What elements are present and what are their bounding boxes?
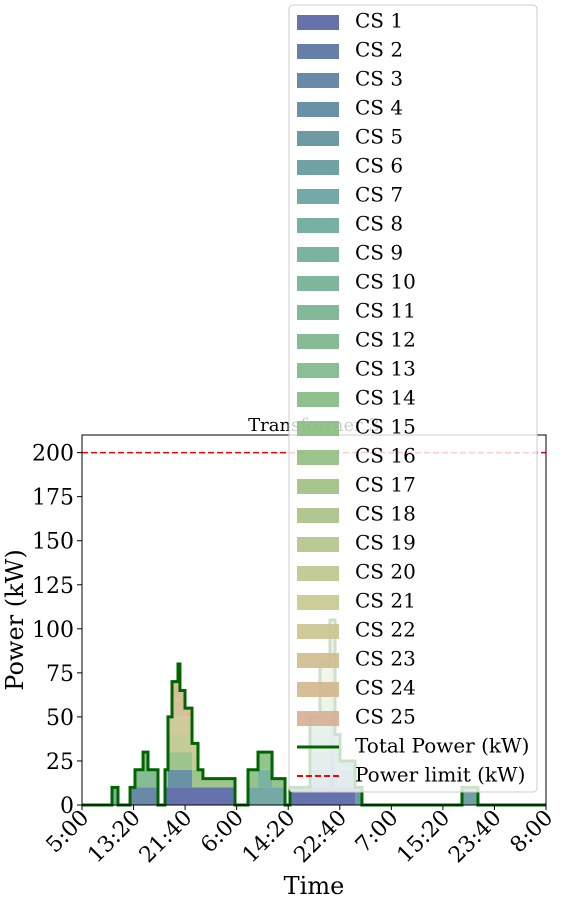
legend-swatch <box>297 537 339 552</box>
legend-swatch <box>297 102 339 117</box>
legend-label: CS 6 <box>355 154 403 178</box>
legend-label: CS 12 <box>355 328 416 352</box>
y-tick-label: 50 <box>46 706 74 731</box>
legend-swatch <box>297 276 339 291</box>
legend-swatch <box>297 682 339 697</box>
legend-label: CS 15 <box>355 415 416 439</box>
legend-swatch <box>297 218 339 233</box>
legend-swatch <box>297 44 339 59</box>
legend-label: CS 5 <box>355 125 403 149</box>
legend-label: CS 20 <box>355 560 416 584</box>
x-tick-label: 22:40 <box>290 806 353 869</box>
legend-label: CS 17 <box>355 473 416 497</box>
legend-label: CS 10 <box>355 270 416 294</box>
legend-swatch <box>297 160 339 175</box>
legend-swatch <box>297 247 339 262</box>
x-tick-label: 23:40 <box>444 806 507 869</box>
legend-label: CS 24 <box>355 676 416 700</box>
legend-swatch <box>297 624 339 639</box>
y-tick-label: 0 <box>60 794 74 819</box>
legend-label: CS 21 <box>355 589 416 613</box>
stacked-area <box>82 620 546 805</box>
legend-label: CS 4 <box>355 96 403 120</box>
legend-swatch <box>297 305 339 320</box>
legend-label: Total Power (kW) <box>355 734 529 758</box>
legend-swatch <box>297 566 339 581</box>
legend-swatch <box>297 73 339 88</box>
y-tick-label: 25 <box>46 750 74 775</box>
legend-label: CS 13 <box>355 357 416 381</box>
stacked-area <box>82 760 546 805</box>
legend-swatch <box>297 189 339 204</box>
legend-label: CS 11 <box>355 299 416 323</box>
legend-label: CS 18 <box>355 502 416 526</box>
x-tick-label: 8:00 <box>506 806 559 859</box>
legend-swatch <box>297 450 339 465</box>
x-axis-label: Time <box>284 872 345 900</box>
legend-swatch <box>297 479 339 494</box>
y-tick-label: 75 <box>46 662 74 687</box>
legend-label: CS 8 <box>355 212 403 236</box>
y-axis-label: Power (kW) <box>1 549 29 690</box>
legend-swatch <box>297 653 339 668</box>
y-tick-label: 100 <box>32 618 74 643</box>
stacked-area <box>82 690 546 805</box>
stacked-area <box>82 787 546 805</box>
x-tick-label: 21:40 <box>135 806 198 869</box>
legend-label: CS 7 <box>355 183 403 207</box>
legend-label: CS 2 <box>355 38 403 62</box>
y-tick-label: 200 <box>32 442 74 467</box>
legend-label: Power limit (kW) <box>355 763 525 787</box>
legend-label: CS 9 <box>355 241 403 265</box>
y-tick-label: 150 <box>32 530 74 555</box>
legend-swatch <box>297 363 339 378</box>
legend-swatch <box>297 131 339 146</box>
legend-label: CS 25 <box>355 705 416 729</box>
legend-label: CS 22 <box>355 618 416 642</box>
y-tick-label: 125 <box>32 574 74 599</box>
legend-swatch <box>297 334 339 349</box>
legend: CS 1 CS 2 CS 3 CS 4 CS 5 CS 6 CS 7 CS 8 CS 9 CS 1… <box>288 4 538 793</box>
legend-swatch <box>297 421 339 436</box>
legend-label: CS 16 <box>355 444 416 468</box>
y-tick-label: 175 <box>32 486 74 511</box>
legend-label: CS 14 <box>355 386 416 410</box>
legend-swatch <box>297 15 339 30</box>
x-tick-label: 15:20 <box>393 806 456 869</box>
legend-label: CS 19 <box>355 531 416 555</box>
legend-swatch <box>297 595 339 610</box>
legend-label: CS 23 <box>355 647 416 671</box>
legend-label: CS 3 <box>355 67 403 91</box>
legend-box <box>288 4 538 793</box>
legend-swatch <box>297 711 339 726</box>
legend-swatch <box>297 508 339 523</box>
x-tick-label: 14:20 <box>238 806 301 869</box>
x-tick-label: 13:20 <box>83 806 146 869</box>
legend-swatch <box>297 392 339 407</box>
legend-label: CS 1 <box>355 9 403 33</box>
